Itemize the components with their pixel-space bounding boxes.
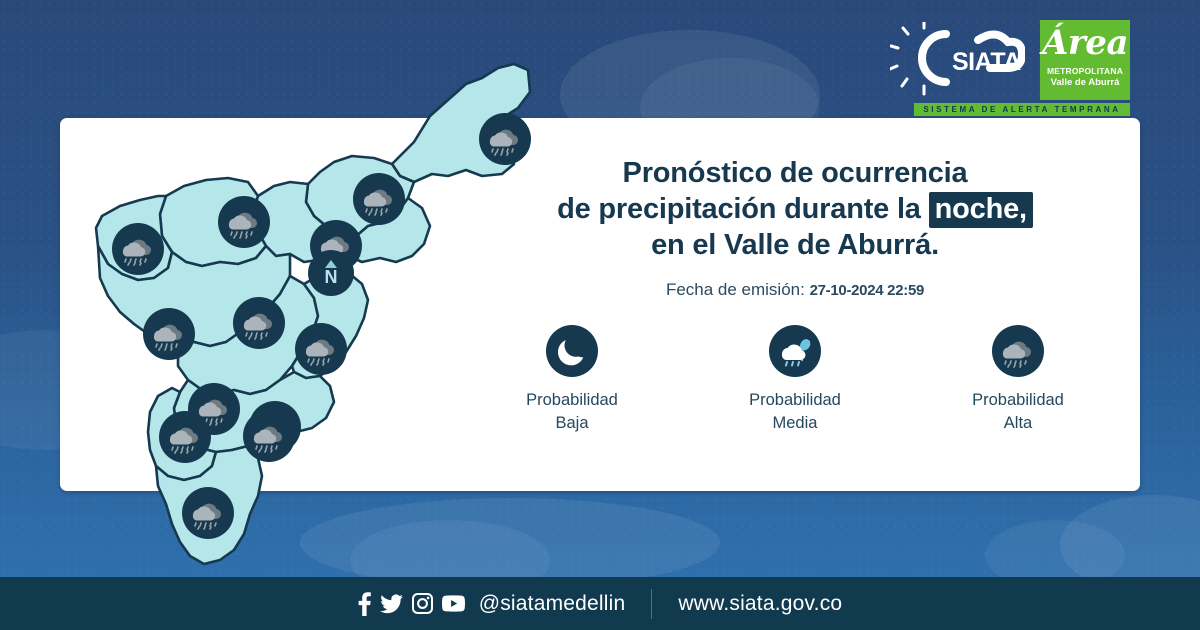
instagram-icon[interactable] <box>411 593 433 614</box>
issue-date-row: Fecha de emisión: 27-10-2024 22:59 <box>470 280 1120 300</box>
facebook-icon[interactable] <box>358 591 371 616</box>
footer-divider <box>651 588 653 619</box>
social-icons <box>358 591 465 616</box>
issue-date-label: Fecha de emisión: <box>665 280 805 299</box>
cloud-rain-icon <box>192 503 222 530</box>
marker-caldas[interactable] <box>182 487 234 539</box>
cloud-moon-rain-icon <box>781 339 811 367</box>
legend-label-alta-line2: Alta <box>1003 414 1033 432</box>
legend-label-media-line2: Media <box>772 414 818 432</box>
logo-group: SIATA Área METROPOLITANA Valle de Aburrá… <box>888 16 1130 116</box>
moon-icon <box>557 340 584 366</box>
cloud-rain-icon <box>243 313 273 340</box>
twitter-icon[interactable] <box>379 594 403 614</box>
area-line-1: METROPOLITANA <box>1046 66 1124 76</box>
legend-label-alta-line1: Probabilidad <box>972 391 1064 409</box>
cloud-rain-icon <box>305 339 335 366</box>
title-line-3: en el Valle de Aburrá. <box>651 229 939 261</box>
legend-icon-wrap-media <box>769 325 821 377</box>
legend-icon-wrap-baja <box>546 325 598 377</box>
area-metropolitana-logo: Área METROPOLITANA Valle de Aburrá <box>1040 20 1130 100</box>
page-title: Pronóstico de ocurrencia de precipitació… <box>470 155 1120 263</box>
legend-item-alta: Probabilidad Alta <box>956 325 1081 435</box>
marker-la-estrella[interactable] <box>159 411 211 463</box>
compass-north-label: N <box>324 267 338 287</box>
youtube-icon[interactable] <box>441 595 465 612</box>
cloud-rain-icon <box>228 212 258 239</box>
marker-bello[interactable] <box>112 223 164 275</box>
marker-medellin[interactable] <box>143 308 195 360</box>
marker-san-pedro[interactable] <box>218 196 270 248</box>
marker-girardota[interactable] <box>353 173 405 225</box>
legend-icon-wrap-alta <box>992 325 1044 377</box>
title-line-2: de precipitación durante la noche, <box>470 191 1120 228</box>
marker-medellin-norte[interactable] <box>233 297 285 349</box>
compass-rose: N <box>308 250 354 296</box>
cloud-rain-icon <box>363 189 393 216</box>
compass-north-arrow-icon <box>325 260 337 268</box>
cloud-rain-icon <box>122 239 152 266</box>
legend-label-baja: Probabilidad Baja <box>510 389 635 435</box>
legend-item-media: Probabilidad Media <box>733 325 858 435</box>
area-line-2: Valle de Aburrá <box>1050 77 1120 88</box>
title-highlight-noche: noche, <box>928 192 1033 228</box>
marker-barbosa[interactable] <box>479 113 531 165</box>
legend-item-baja: Probabilidad Baja <box>510 325 635 435</box>
cloud-rain-icon <box>489 129 519 156</box>
issue-date-value: 27-10-2024 22:59 <box>809 282 925 299</box>
cloud-rain-icon <box>153 324 183 351</box>
cloud-rain-icon <box>1002 341 1032 368</box>
siata-tagline: SISTEMA DE ALERTA TEMPRANA <box>914 103 1130 116</box>
area-cursive-text: Área <box>1042 23 1128 63</box>
legend-label-baja-line2: Baja <box>555 414 589 432</box>
legend-label-media-line1: Probabilidad <box>749 391 841 409</box>
background-cloud-4 <box>300 498 720 588</box>
legend-label-alta: Probabilidad Alta <box>956 389 1081 435</box>
footer-bar: @siatamedellin www.siata.gov.co <box>0 577 1200 630</box>
cloud-rain-icon <box>198 399 228 426</box>
siata-logo: SIATA <box>888 20 1027 96</box>
siata-wordmark: SIATA <box>952 48 1021 76</box>
marker-envigado[interactable] <box>295 323 347 375</box>
website-url[interactable]: www.siata.gov.co <box>678 591 843 615</box>
legend-label-media: Probabilidad Media <box>733 389 858 435</box>
forecast-text-panel: Pronóstico de ocurrencia de precipitació… <box>470 155 1120 300</box>
title-line-2-text: de precipitación durante la <box>557 193 921 225</box>
valle-de-aburra-map: N <box>62 46 532 566</box>
marker-sabaneta[interactable] <box>243 410 295 462</box>
cloud-rain-icon <box>253 426 283 453</box>
legend-label-baja-line1: Probabilidad <box>526 391 618 409</box>
probability-legend: Probabilidad Baja Probabilidad Media <box>470 325 1120 435</box>
social-handle[interactable]: @siatamedellin <box>478 591 626 615</box>
title-line-1: Pronóstico de ocurrencia <box>622 157 968 189</box>
cloud-rain-icon <box>169 427 199 454</box>
